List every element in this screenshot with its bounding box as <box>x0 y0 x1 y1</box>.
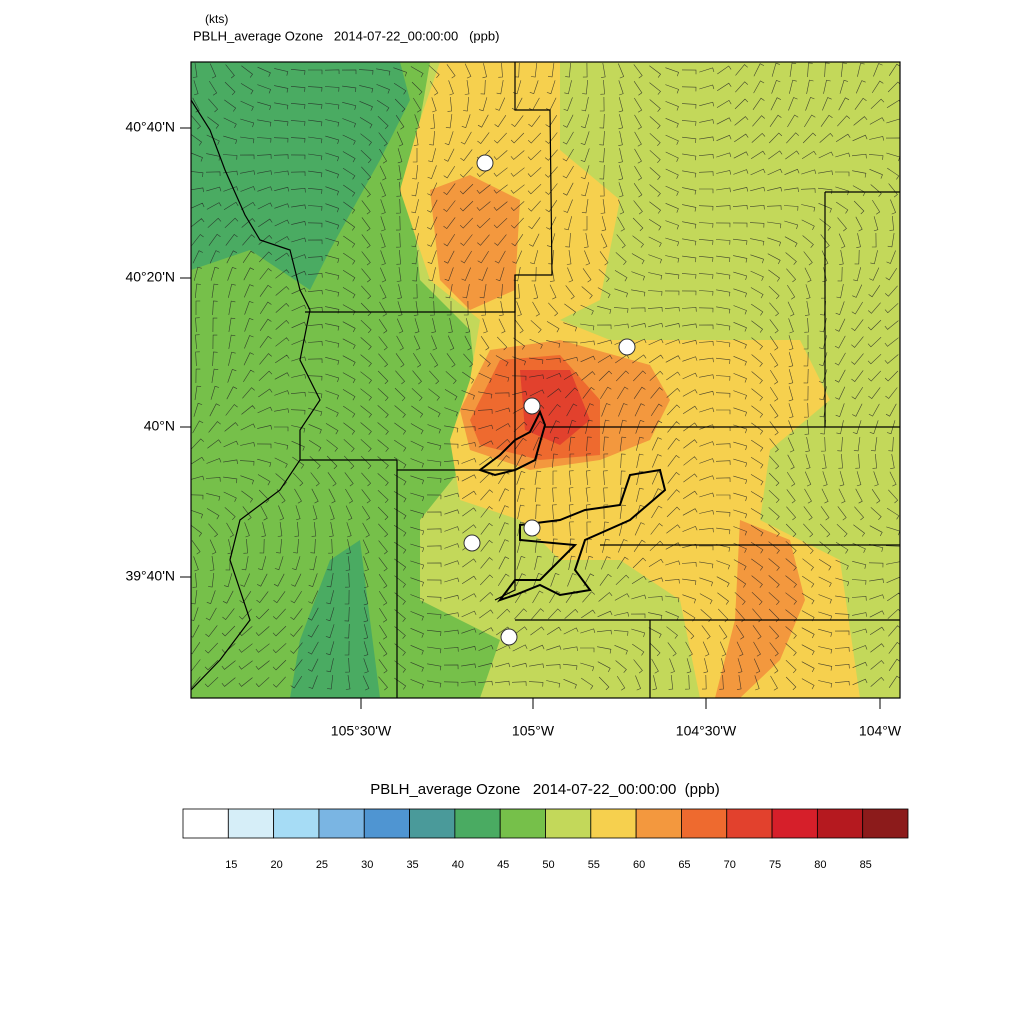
sites <box>463 154 636 646</box>
colorbar-label: 20 <box>271 859 283 871</box>
colorbar-box <box>227 808 275 839</box>
lat-label: 40°40'N <box>125 119 175 135</box>
lon-label: 104°30'W <box>676 723 737 739</box>
colorbar-box <box>862 808 909 839</box>
field-40b <box>290 540 380 698</box>
lat-label: 39°40'N <box>125 568 175 584</box>
colorbar-box <box>318 808 365 839</box>
ticks <box>180 127 881 709</box>
colorbar-label: 80 <box>814 859 826 871</box>
colorbar-box <box>182 808 229 839</box>
wind-barb <box>191 62 900 691</box>
colorbar-label: 35 <box>406 859 418 871</box>
colorbar-box <box>545 808 592 839</box>
lon-label: 105°W <box>512 723 555 739</box>
colorbar-box <box>726 808 773 839</box>
colorbar-title: PBLH_average Ozone 2014-07-22_00:00:00 (… <box>370 781 719 798</box>
colorbar-box <box>816 808 864 839</box>
lon-label: 105°30'W <box>331 723 392 739</box>
colorbar: 15 20 25 30 35 40 45 50 55 60 65 70 75 80 85 <box>182 808 909 871</box>
field-60a <box>430 175 520 310</box>
colorbar-label: 40 <box>452 859 464 871</box>
colorbar-box <box>771 808 818 839</box>
map-frame <box>190 61 901 699</box>
site <box>500 628 518 646</box>
lat-label: 40°20'N <box>125 269 175 285</box>
ozone-field <box>191 62 900 698</box>
lon-label: 104°W <box>859 723 902 739</box>
colorbar-label: 65 <box>678 859 690 871</box>
colorbar-label: 30 <box>361 859 373 871</box>
colorbar-label: 45 <box>497 859 509 871</box>
county-line <box>191 99 321 691</box>
colorbar-box <box>363 808 410 839</box>
colorbar-box <box>454 808 501 839</box>
plot-title: PBLH_average Ozone 2014-07-22_00:00:00 (… <box>193 28 499 43</box>
field-60c <box>715 520 805 698</box>
wind-barbs <box>191 62 900 691</box>
site <box>476 154 494 172</box>
colorbar-label: 75 <box>769 859 781 871</box>
colorbar-label: 60 <box>633 859 645 871</box>
units-label: (kts) <box>205 12 228 26</box>
colorbar-box <box>681 808 728 839</box>
city-boundary <box>477 409 667 602</box>
colorbar-label: 55 <box>588 859 600 871</box>
site <box>523 519 541 537</box>
lat-label: 40°N <box>144 418 175 434</box>
colorbar-label: 25 <box>316 859 328 871</box>
colorbar-label: 70 <box>724 859 736 871</box>
colorbar-box <box>273 808 320 839</box>
county-line <box>300 191 900 698</box>
colorbar-label: 85 <box>860 859 872 871</box>
colorbar-label: 15 <box>225 859 237 871</box>
field-40 <box>191 62 410 290</box>
colorbar-box <box>409 808 456 839</box>
site <box>463 534 481 552</box>
colorbar-box <box>635 808 682 839</box>
colorbar-box <box>499 808 546 839</box>
colorbar-label: 50 <box>542 859 554 871</box>
colorbar-box <box>590 808 637 839</box>
site <box>618 338 636 356</box>
site <box>523 397 541 415</box>
